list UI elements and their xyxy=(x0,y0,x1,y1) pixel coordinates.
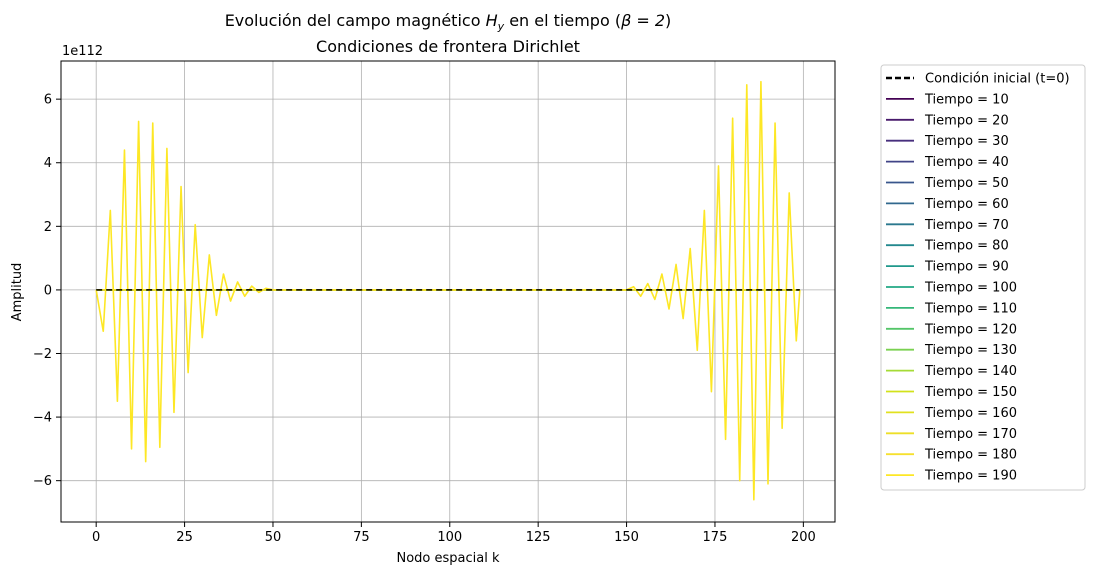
legend-label: Tiempo = 190 xyxy=(924,469,1017,484)
legend: Condición inicial (t=0) Tiempo = 10 Tiempo… xyxy=(880,64,1086,491)
legend-label: Tiempo = 50 xyxy=(924,176,1009,191)
y-tick-label: −2 xyxy=(33,347,52,362)
x-tick-label: 75 xyxy=(353,530,370,545)
legend-label: Tiempo = 80 xyxy=(924,239,1009,254)
legend-label: Condición inicial (t=0) xyxy=(925,72,1070,87)
x-tick-label: 150 xyxy=(614,530,639,545)
legend-label: Tiempo = 100 xyxy=(924,281,1017,296)
x-tick-label: 50 xyxy=(265,530,282,545)
legend-label: Tiempo = 120 xyxy=(924,322,1017,337)
legend-label: Tiempo = 160 xyxy=(924,406,1017,421)
x-axis-label: Nodo espacial k xyxy=(396,551,499,566)
y-tick-label: −6 xyxy=(33,474,52,489)
y-tick-label: −4 xyxy=(33,411,52,426)
legend-label: Tiempo = 140 xyxy=(924,364,1017,379)
x-tick-label: 100 xyxy=(437,530,462,545)
series-line-final xyxy=(95,80,801,501)
x-tick-label: 175 xyxy=(703,530,728,545)
legend-label: Tiempo = 90 xyxy=(924,260,1009,275)
legend-label: Tiempo = 170 xyxy=(924,427,1017,442)
legend-label: Tiempo = 180 xyxy=(924,448,1017,463)
chart-title: Evolución del campo magnético Hy en el t… xyxy=(225,11,672,33)
legend-label: Tiempo = 150 xyxy=(924,385,1017,400)
x-tick-label: 25 xyxy=(176,530,193,545)
series-group xyxy=(95,80,801,501)
legend-label: Tiempo = 40 xyxy=(924,155,1009,170)
y-tick-label: 6 xyxy=(44,93,52,108)
chart-subtitle: Condiciones de frontera Dirichlet xyxy=(316,37,580,56)
legend-label: Tiempo = 130 xyxy=(924,343,1017,358)
y-multiplier: 1e112 xyxy=(62,44,103,59)
y-tick-label: 4 xyxy=(44,156,52,171)
y-tick-label: 2 xyxy=(44,220,52,235)
legend-box xyxy=(880,64,1086,491)
legend-label: Tiempo = 110 xyxy=(924,301,1017,316)
legend-label: Tiempo = 30 xyxy=(924,134,1009,149)
y-tick-label: 0 xyxy=(44,283,52,298)
ticks: 0 25 50 75 100 125 150 175 200 −6 −4 −2 0 2 4 6 xyxy=(33,93,816,545)
y-axis-label: Amplitud xyxy=(10,263,25,322)
legend-label: Tiempo = 10 xyxy=(924,92,1009,107)
legend-label: Tiempo = 60 xyxy=(924,197,1009,212)
legend-label: Tiempo = 70 xyxy=(924,218,1009,233)
plot-frame xyxy=(60,60,836,523)
x-tick-label: 200 xyxy=(791,530,816,545)
x-tick-label: 125 xyxy=(526,530,551,545)
legend-label: Tiempo = 20 xyxy=(924,113,1009,128)
x-tick-label: 0 xyxy=(92,530,100,545)
